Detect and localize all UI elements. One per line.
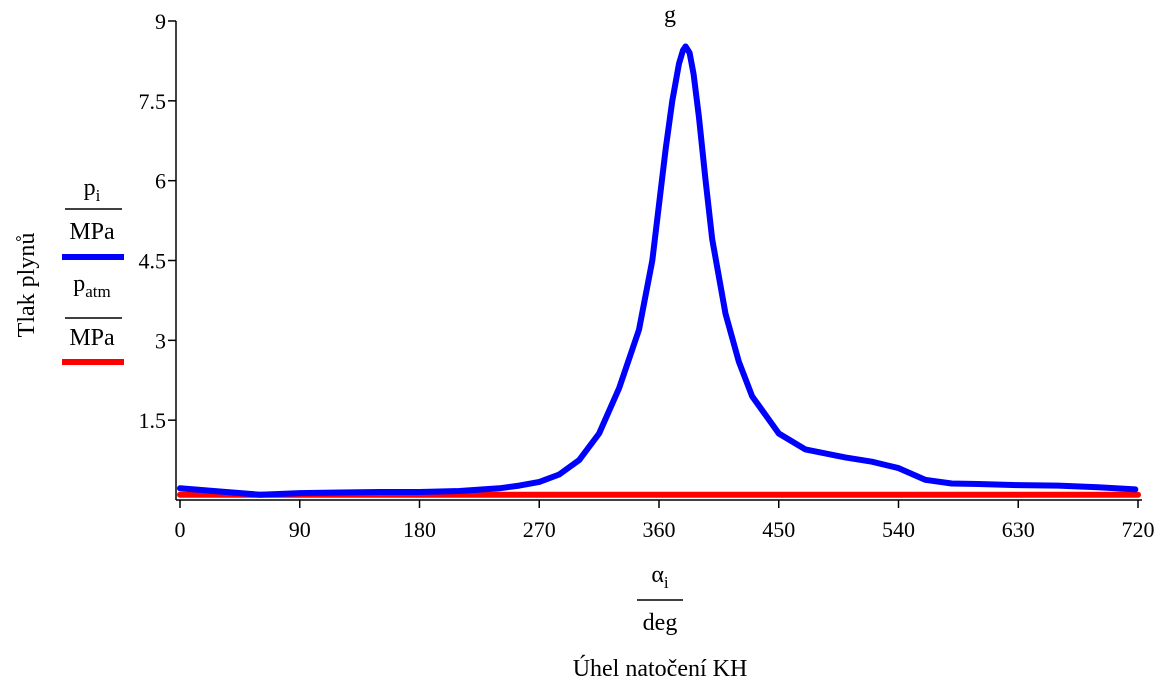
x-fraction-numerator: αi <box>651 562 669 592</box>
y-ticks: 1.5 3 4.5 6 7.5 9 <box>139 9 176 433</box>
y-tick-label: 1.5 <box>139 408 167 433</box>
series-layer <box>177 43 1141 498</box>
x-tick-label: 540 <box>882 517 915 542</box>
x-fraction-denominator: deg <box>643 610 678 636</box>
y-tick-label: 3 <box>155 328 166 353</box>
x-ticks: 0 90 180 270 360 450 540 630 720 <box>175 500 1155 542</box>
legend-patm-denominator: MPa <box>69 325 115 351</box>
x-tick-label: 90 <box>289 517 311 542</box>
x-tick-label: 450 <box>762 517 795 542</box>
legend-patm-numerator: patm <box>73 271 111 301</box>
series-line-pi <box>177 43 1139 498</box>
y-tick-label: 4.5 <box>139 249 167 274</box>
x-tick-label: 0 <box>175 517 186 542</box>
legend-pi-numerator: pi <box>84 175 101 205</box>
x-tick-label: 360 <box>643 517 676 542</box>
x-tick-label: 630 <box>1002 517 1035 542</box>
x-tick-label: 720 <box>1122 517 1155 542</box>
legend-pi-denominator: MPa <box>69 219 115 245</box>
x-tick-label: 270 <box>523 517 556 542</box>
y-tick-label: 6 <box>155 169 166 194</box>
legend-item-pi: pi MPa <box>62 175 124 260</box>
chart-title-fragment: g <box>664 2 676 28</box>
x-tick-label: 180 <box>403 517 436 542</box>
x-axis-label: Úhel natočení KH <box>573 655 748 682</box>
x-axis-fraction: αi deg <box>637 562 683 636</box>
y-axis-label: Tlak plynů <box>14 233 40 338</box>
y-tick-label: 7.5 <box>139 89 167 114</box>
legend-item-patm: patm MPa <box>62 271 124 365</box>
y-tick-label: 9 <box>155 9 166 34</box>
